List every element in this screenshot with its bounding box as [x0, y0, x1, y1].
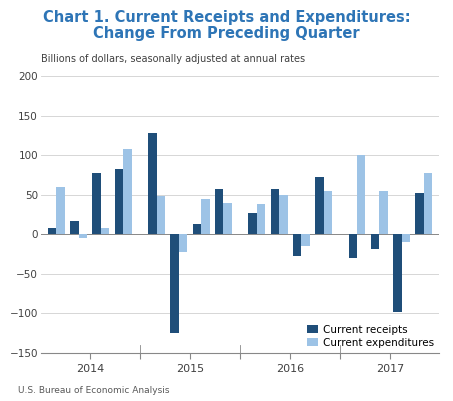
- Bar: [170, 234, 179, 333]
- Bar: [301, 234, 310, 246]
- Bar: [323, 191, 332, 234]
- Bar: [315, 177, 323, 234]
- Bar: [270, 189, 279, 234]
- Bar: [248, 213, 257, 234]
- Legend: Current receipts, Current expenditures: Current receipts, Current expenditures: [308, 324, 434, 348]
- Bar: [393, 234, 401, 312]
- Bar: [348, 234, 357, 258]
- Bar: [79, 234, 87, 238]
- Bar: [424, 173, 432, 234]
- Bar: [193, 224, 201, 234]
- Bar: [371, 234, 379, 249]
- Bar: [401, 234, 410, 242]
- Text: Change From Preceding Quarter: Change From Preceding Quarter: [93, 26, 360, 41]
- Bar: [279, 195, 288, 234]
- Bar: [379, 191, 388, 234]
- Text: Billions of dollars, seasonally adjusted at annual rates: Billions of dollars, seasonally adjusted…: [41, 54, 305, 64]
- Bar: [123, 149, 132, 234]
- Bar: [179, 234, 187, 252]
- Bar: [115, 170, 123, 234]
- Bar: [293, 234, 301, 256]
- Bar: [215, 189, 223, 234]
- Text: Chart 1. Current Receipts and Expenditures:: Chart 1. Current Receipts and Expenditur…: [43, 10, 410, 25]
- Bar: [201, 199, 210, 234]
- Bar: [148, 133, 157, 234]
- Bar: [92, 173, 101, 234]
- Text: U.S. Bureau of Economic Analysis: U.S. Bureau of Economic Analysis: [18, 386, 169, 395]
- Bar: [415, 193, 424, 234]
- Bar: [70, 221, 79, 234]
- Bar: [257, 204, 265, 234]
- Bar: [157, 196, 165, 234]
- Bar: [56, 187, 65, 234]
- Bar: [48, 228, 56, 234]
- Bar: [357, 155, 366, 234]
- Bar: [101, 228, 109, 234]
- Bar: [223, 203, 232, 234]
